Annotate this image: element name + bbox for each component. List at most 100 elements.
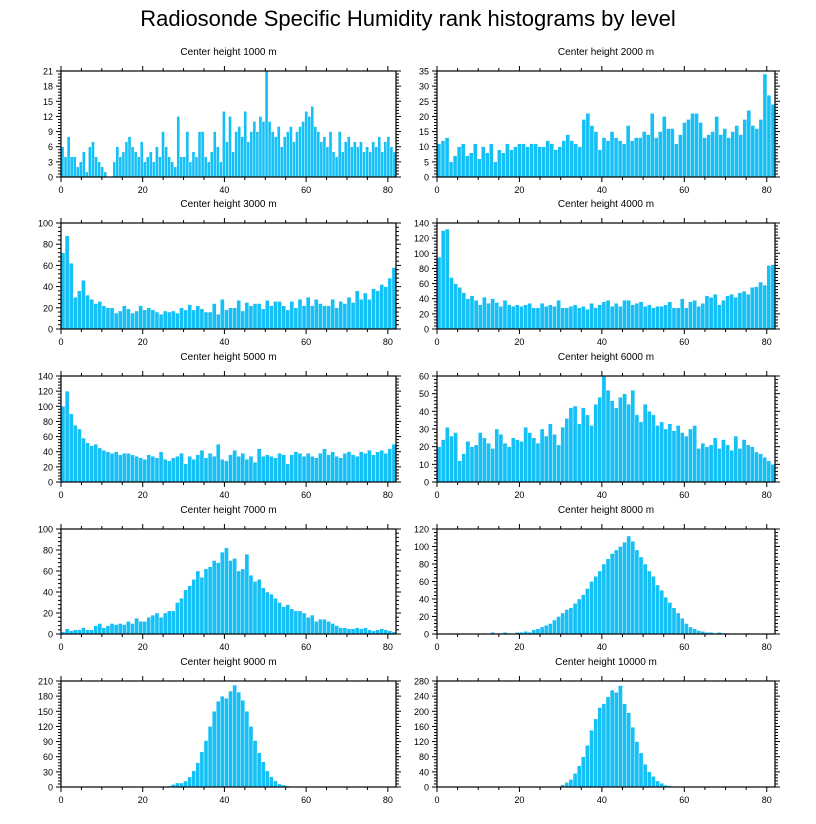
histogram-bar [510,437,516,483]
histogram-bar [285,604,290,635]
histogram-bar [539,626,545,635]
histogram-bar [667,301,673,330]
histogram-bar [195,762,201,788]
histogram-bar [207,726,213,788]
histogram-bar [617,140,623,178]
histogram-bar [626,404,631,483]
x-tick-label: 20 [138,642,148,652]
panel-title: Center height 6000 m [558,352,654,363]
histogram-bar [762,457,767,483]
y-tick-label: 35 [419,67,429,77]
y-tick-label: 240 [414,692,429,702]
histogram-bar [240,453,246,483]
histogram-bar [461,453,467,483]
histogram-panel-1: Center height 1000 m 0 3 6 9 12 15 18 21 0 20 40 60 8… [43,47,401,195]
histogram-bar [448,161,454,178]
histogram-bar [248,456,254,483]
histogram-bar [718,134,723,178]
histogram-bar [244,711,250,788]
histogram-bar [228,116,232,178]
histogram-panel-4: Center height 4000 m 0 20 40 60 80 100 120 140 0 2… [414,199,780,347]
histogram-bar [76,166,80,178]
histogram-bar [113,624,119,635]
histogram-bar [234,131,238,178]
plot-frame [436,222,776,330]
y-tick-label: 80 [419,264,429,274]
histogram-bar [112,161,117,178]
histogram-bar [535,442,541,483]
histogram-bar [741,439,747,483]
histogram-bar [770,464,776,483]
histogram-bar [618,685,623,788]
histogram-bar [494,428,500,483]
histogram-bar [307,116,311,178]
histogram-bar [228,454,233,483]
histogram-bar [750,287,755,330]
histogram-bar [260,761,266,788]
x-tick-label: 60 [679,185,689,195]
histogram-bar [609,689,615,788]
histogram-bar [597,304,603,330]
histogram-bar [589,425,594,483]
histogram-bar [481,146,486,178]
histogram-bar [60,252,66,330]
histogram-bar [236,456,241,483]
histogram-bar [506,304,512,330]
y-tick-label: 20 [43,303,53,313]
histogram-bar [356,146,360,178]
histogram-bar [692,300,697,330]
histogram-bar [533,143,538,178]
histogram-bar [725,444,730,483]
histogram-bar [609,553,615,635]
histogram-bar [609,131,615,178]
histogram-bar [256,579,262,635]
histogram-bar [330,451,335,483]
histogram-bar [436,446,442,483]
histogram-bar [236,570,241,635]
y-tick-label: 25 [419,97,429,107]
histogram-bar [314,299,319,330]
y-tick-label: 100 [38,402,53,412]
y-tick-label: 40 [419,767,429,777]
histogram-bar [199,308,205,330]
histogram-bar [301,121,305,178]
histogram-bar [647,304,652,330]
histogram-bar [342,453,348,483]
histogram-bar [231,151,235,178]
histogram-bar [322,619,327,635]
histogram-bar [521,143,526,178]
histogram-bar [176,116,180,178]
histogram-bar [651,414,656,483]
x-tick-label: 20 [514,337,524,347]
histogram-bar [387,277,393,330]
x-tick-label: 60 [301,642,311,652]
histogram-bar [354,290,360,330]
histogram-bar [150,309,156,330]
histogram-bar [478,304,483,330]
histogram-bar [637,137,643,178]
histogram-bar [634,741,640,788]
histogram-bar [597,570,603,635]
histogram-bar [350,302,356,330]
histogram-bar [593,576,598,635]
histogram-bar [203,568,209,635]
histogram-bar [285,463,290,483]
histogram-bar [305,617,311,635]
histogram-bar [318,303,323,330]
histogram-bar [85,294,90,330]
histogram-bar [717,304,722,330]
histogram-bar [258,116,263,178]
histogram-bar [564,609,570,635]
histogram-bar [737,448,743,483]
histogram-bar [663,304,669,330]
y-tick-label: 10 [419,460,429,470]
histogram-panel-3: Center height 3000 m 0 20 40 60 80 100 0 20 40 60 8… [38,199,401,347]
histogram-bar [379,284,384,330]
histogram-bar [622,393,627,483]
histogram-bar [473,444,479,483]
histogram-bar [629,140,635,178]
histogram-bar [746,110,752,178]
histogram-bar [310,305,315,330]
y-tick-label: 100 [414,542,429,552]
histogram-bar [485,152,490,178]
